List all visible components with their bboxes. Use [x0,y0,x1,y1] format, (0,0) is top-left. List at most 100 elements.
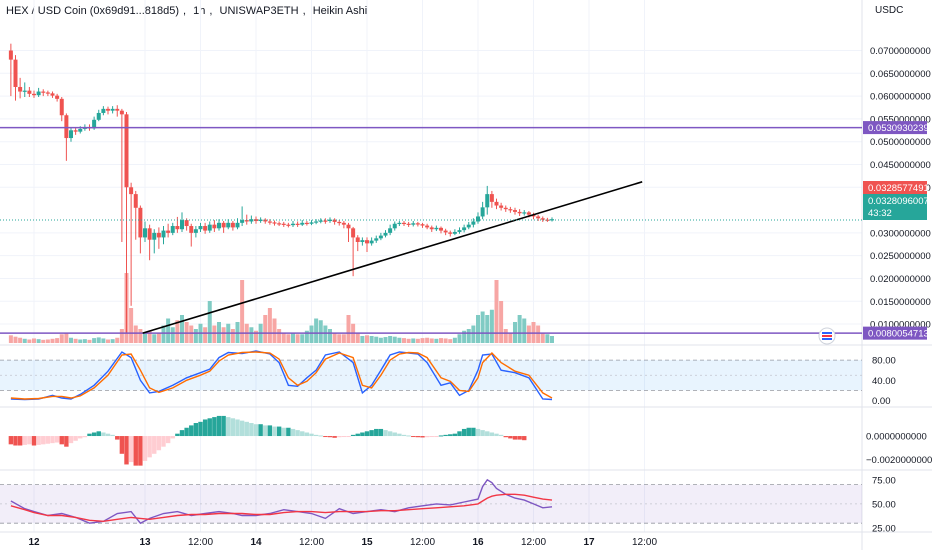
histogram-bar [355,433,360,437]
histogram-bar [415,436,421,438]
indicator-line [10,478,553,525]
volume-bar [73,338,78,343]
volume-bar [161,325,166,343]
histogram-bar [374,428,379,437]
histogram-bar [364,431,370,437]
histogram-bar [31,436,37,446]
volume-bar [466,329,471,343]
candle-body [397,222,402,225]
histogram-bar [235,419,240,437]
price-tick: 0.0150000000 [870,297,931,308]
candle-body [318,220,323,222]
volume-bar [152,334,157,343]
volume-bar [82,339,87,343]
candle-body [272,222,277,224]
histogram-bar [170,436,175,439]
volume-bar [147,330,152,343]
volume-bar [550,336,554,343]
drawings[interactable] [0,126,862,334]
volume-bar [115,337,120,343]
volume-bar [295,334,300,343]
volume-bar [22,338,27,343]
grid [0,0,862,532]
histogram-bar [332,436,337,438]
hline-price-label: 0.0530930239 [868,123,929,134]
histogram-bar [142,436,148,461]
histogram-bar [216,415,222,437]
candle-body [18,86,23,92]
candle-body [295,223,300,225]
volume-bar [281,332,286,343]
candle-body [129,187,134,195]
volume-bar [323,325,328,343]
histogram-bar [184,427,189,437]
tv-logo-icon[interactable] [818,327,836,345]
volume-bar [156,332,161,343]
volume-bar [32,338,36,343]
volume-bar [443,338,448,343]
histogram-bar [156,436,162,451]
last-price-label-b: 0.0328096007 [868,196,929,207]
volume-bar [175,320,180,343]
volume-bar [101,338,106,343]
price-tick: 0.0700000000 [870,46,931,57]
price-tick: 0.0500000000 [870,137,931,148]
histogram-bar [179,430,185,437]
candle-body [309,222,314,224]
candle-body [286,224,291,226]
legend-sep: , [183,5,187,17]
histogram-bar [411,436,416,438]
time-tick: 12:00 [632,537,657,548]
histogram-bar [392,432,397,437]
histogram-bar [64,436,69,447]
volume-bar [536,325,541,343]
candle-body [415,223,420,225]
histogram-tick: 0.0000000000 [866,432,927,443]
candle-body [170,226,175,233]
candle-body [351,228,356,238]
volume-bar [328,329,332,343]
volume-bar [471,325,476,343]
histogram-bar [360,432,365,437]
volume-bar [374,336,379,343]
volume-bar [522,318,527,343]
volume-bar [402,338,406,343]
volume-bar [369,336,374,343]
histogram-bar [124,436,129,465]
candles [8,43,554,334]
histogram-bar [147,436,152,458]
histogram-bar [508,436,513,439]
candle-body [221,222,226,228]
volume-bar [249,327,254,343]
histogram-bar [207,418,212,437]
volume-bar [286,334,291,343]
candle-body [258,219,263,222]
candle-body [143,228,147,238]
candle-body [55,95,60,99]
histogram-bar [110,434,115,437]
candle-body [92,119,97,129]
price-tick: 0.0200000000 [870,274,931,285]
histogram-bar [68,436,74,444]
histogram-bar [485,431,490,437]
histogram-bar [318,435,323,437]
volume-bar [457,334,462,343]
time-tick: 12 [28,537,40,548]
histogram-bar [350,434,356,437]
candle-body [517,211,522,214]
candle-body [411,223,416,225]
volume-bar [304,330,309,343]
histogram-bar [198,421,203,437]
candle-body [124,114,129,188]
volume-bar [106,339,110,343]
legend-style: Heikin Ashi [312,5,368,17]
histogram-bar [281,427,286,437]
histogram-bar [290,428,296,437]
candle-body [540,218,545,220]
histogram-bar [161,436,166,447]
volume-bar [272,318,277,343]
candle-body [457,230,462,232]
candle-body [314,221,319,223]
candle-body [485,194,490,208]
